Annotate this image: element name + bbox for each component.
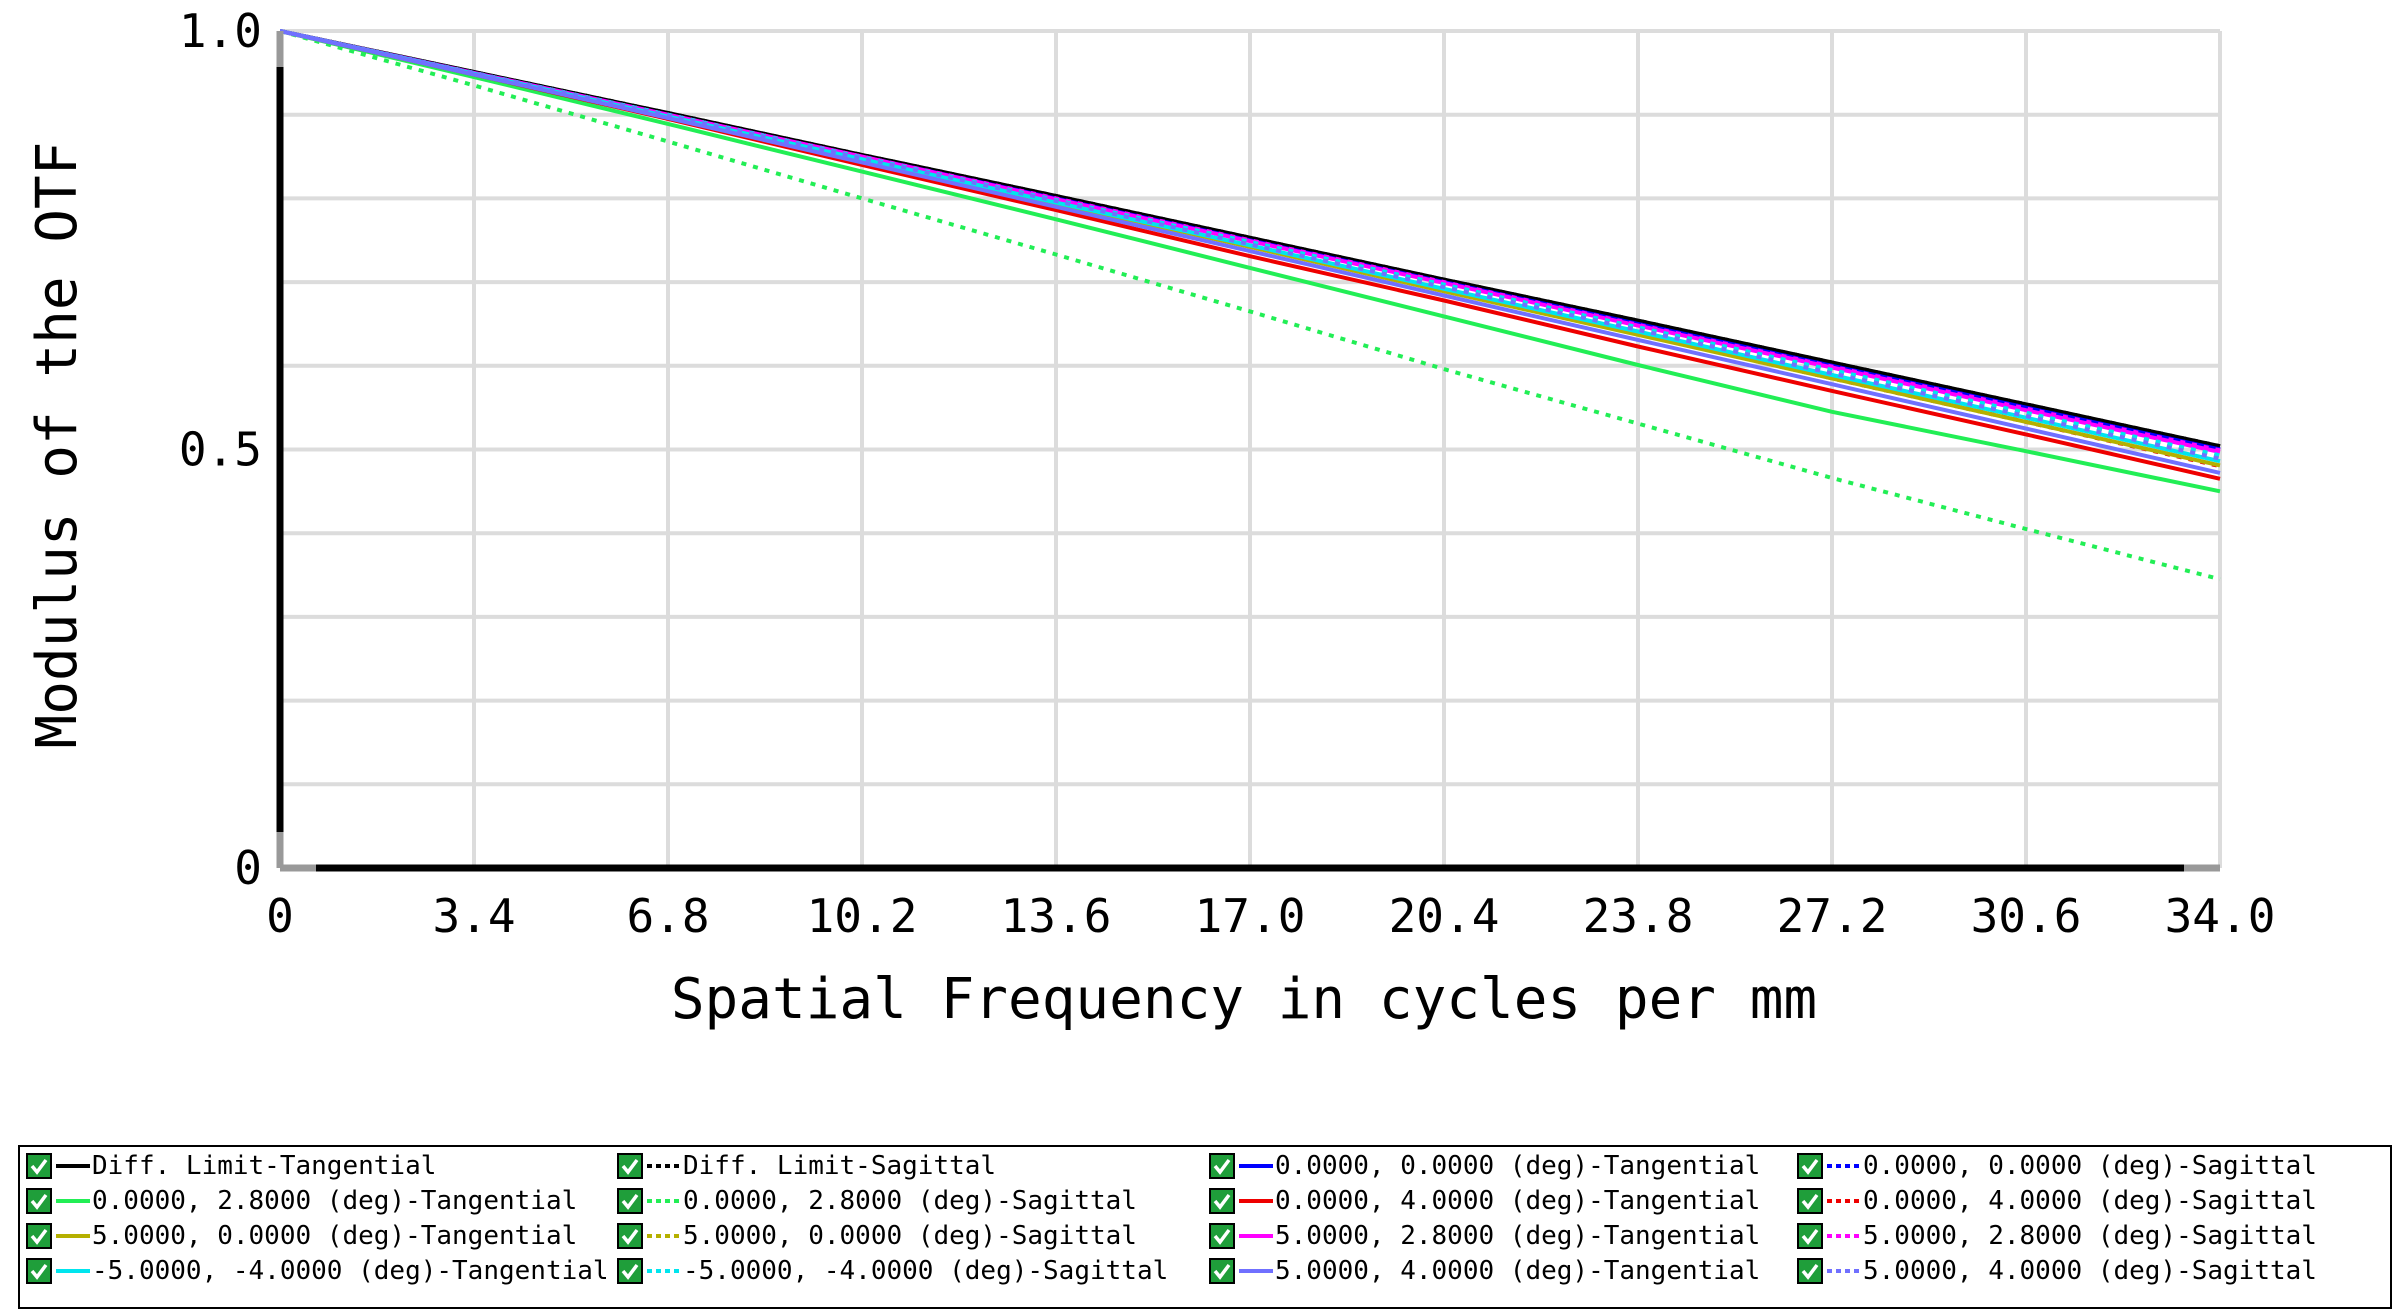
legend-label: 0.0000, 0.0000 (deg)-Sagittal [1863, 1151, 2317, 1181]
legend-label: 0.0000, 4.0000 (deg)-Sagittal [1863, 1186, 2317, 1216]
legend-checkbox-icon[interactable] [1797, 1153, 1823, 1179]
legend-checkbox-icon[interactable] [617, 1223, 643, 1249]
legend-item[interactable]: 0.0000, 0.0000 (deg)-Sagittal [1797, 1149, 2317, 1183]
legend-swatch [56, 1234, 90, 1238]
legend-checkbox-icon[interactable] [1209, 1258, 1235, 1284]
series-lines [279, 29, 2221, 582]
legend-swatch [1827, 1234, 1861, 1238]
legend-label: 0.0000, 4.0000 (deg)-Tangential [1275, 1186, 1761, 1216]
x-tick-label: 27.2 [1777, 889, 1888, 943]
legend-swatch [56, 1199, 90, 1203]
legend-swatch [56, 1164, 90, 1168]
legend-swatch [647, 1164, 681, 1168]
legend-checkbox-icon[interactable] [617, 1188, 643, 1214]
x-tick-label: 13.6 [1001, 889, 1112, 943]
legend-swatch [1239, 1269, 1273, 1273]
legend-label: 5.0000, 0.0000 (deg)-Tangential [92, 1221, 578, 1251]
legend-label: 5.0000, 4.0000 (deg)-Tangential [1275, 1256, 1761, 1286]
legend-item[interactable]: 5.0000, 4.0000 (deg)-Sagittal [1797, 1254, 2317, 1288]
y-tick-label: 1.0 [179, 4, 262, 58]
legend-item[interactable]: 0.0000, 4.0000 (deg)-Tangential [1209, 1184, 1760, 1218]
legend-checkbox-icon[interactable] [26, 1153, 52, 1179]
y-tick-labels: 0 0.5 1.0 [179, 4, 262, 895]
mtf-chart: 0 3.4 6.8 10.2 13.6 17.0 20.4 23.8 27.2 30.6 34.0 … [25, 4, 2275, 1032]
y-tick-label: 0.5 [179, 423, 262, 477]
legend-item[interactable]: 5.0000, 4.0000 (deg)-Tangential [1209, 1254, 1760, 1288]
legend-item[interactable]: Diff. Limit-Sagittal [617, 1149, 996, 1183]
legend-swatch [647, 1234, 681, 1238]
series-line-15 [279, 29, 2221, 475]
x-tick-label: 10.2 [807, 889, 918, 943]
x-tick-label: 23.8 [1583, 889, 1694, 943]
legend-label: -5.0000, -4.0000 (deg)-Tangential [92, 1256, 609, 1286]
legend-label: 5.0000, 2.8000 (deg)-Tangential [1275, 1221, 1761, 1251]
legend-item[interactable]: 0.0000, 4.0000 (deg)-Sagittal [1797, 1184, 2317, 1218]
x-tick-label: 20.4 [1389, 889, 1500, 943]
legend-swatch [1239, 1234, 1273, 1238]
y-axis-label: Modulus of the OTF [25, 142, 90, 749]
legend-checkbox-icon[interactable] [1209, 1153, 1235, 1179]
legend-item[interactable]: 5.0000, 0.0000 (deg)-Tangential [26, 1219, 577, 1253]
legend-label: 5.0000, 0.0000 (deg)-Sagittal [683, 1221, 1137, 1251]
legend-swatch [1827, 1199, 1861, 1203]
series-line-5 [279, 29, 2221, 494]
legend-swatch [1239, 1164, 1273, 1168]
x-tick-label: 0 [266, 889, 294, 943]
legend-swatch [1827, 1269, 1861, 1273]
legend-checkbox-icon[interactable] [26, 1188, 52, 1214]
plot-grid [278, 29, 2222, 870]
x-axis-label: Spatial Frequency in cycles per mm [671, 967, 1817, 1032]
legend-checkbox-icon[interactable] [617, 1153, 643, 1179]
legend-item[interactable]: 0.0000, 2.8000 (deg)-Tangential [26, 1184, 577, 1218]
legend-swatch [1239, 1199, 1273, 1203]
legend-checkbox-icon[interactable] [617, 1258, 643, 1284]
x-tick-labels: 0 3.4 6.8 10.2 13.6 17.0 20.4 23.8 27.2 30.6 34.0 [266, 889, 2275, 943]
x-tick-label: 3.4 [432, 889, 515, 943]
legend-item[interactable]: 5.0000, 2.8000 (deg)-Tangential [1209, 1219, 1760, 1253]
legend-checkbox-icon[interactable] [26, 1258, 52, 1284]
legend-item[interactable]: -5.0000, -4.0000 (deg)-Sagittal [617, 1254, 1168, 1288]
legend-item[interactable]: 5.0000, 0.0000 (deg)-Sagittal [617, 1219, 1137, 1253]
legend-swatch [56, 1269, 90, 1273]
legend-checkbox-icon[interactable] [1209, 1188, 1235, 1214]
legend-item[interactable]: Diff. Limit-Tangential [26, 1149, 436, 1183]
legend-item[interactable]: 5.0000, 2.8000 (deg)-Sagittal [1797, 1219, 2317, 1253]
legend-label: 0.0000, 2.8000 (deg)-Tangential [92, 1186, 578, 1216]
legend-label: 5.0000, 2.8000 (deg)-Sagittal [1863, 1221, 2317, 1251]
legend-checkbox-icon[interactable] [1209, 1223, 1235, 1249]
legend-swatch [647, 1269, 681, 1273]
y-tick-label: 0 [234, 841, 262, 895]
legend-checkbox-icon[interactable] [1797, 1258, 1823, 1284]
legend-label: Diff. Limit-Sagittal [683, 1151, 997, 1181]
legend-item[interactable]: -5.0000, -4.0000 (deg)-Tangential [26, 1254, 609, 1288]
x-tick-label: 30.6 [1971, 889, 2082, 943]
legend-label: -5.0000, -4.0000 (deg)-Sagittal [683, 1256, 1169, 1286]
x-tick-label: 6.8 [626, 889, 709, 943]
legend-swatch [647, 1199, 681, 1203]
legend-checkbox-icon[interactable] [1797, 1223, 1823, 1249]
x-tick-label: 17.0 [1195, 889, 1306, 943]
plot-axes [276, 31, 2220, 872]
legend-item[interactable]: 0.0000, 0.0000 (deg)-Tangential [1209, 1149, 1760, 1183]
legend-label: 0.0000, 2.8000 (deg)-Sagittal [683, 1186, 1137, 1216]
legend-checkbox-icon[interactable] [1797, 1188, 1823, 1214]
legend-item[interactable]: 0.0000, 2.8000 (deg)-Sagittal [617, 1184, 1137, 1218]
legend-label: 0.0000, 0.0000 (deg)-Tangential [1275, 1151, 1761, 1181]
legend-label: 5.0000, 4.0000 (deg)-Sagittal [1863, 1256, 2317, 1286]
series-line-6 [279, 29, 2221, 582]
legend-checkbox-icon[interactable] [26, 1223, 52, 1249]
legend: Diff. Limit-Tangential Diff. Limit-Sagitt… [18, 1145, 2392, 1309]
legend-swatch [1827, 1164, 1861, 1168]
legend-label: Diff. Limit-Tangential [92, 1151, 437, 1181]
x-tick-label: 34.0 [2165, 889, 2276, 943]
